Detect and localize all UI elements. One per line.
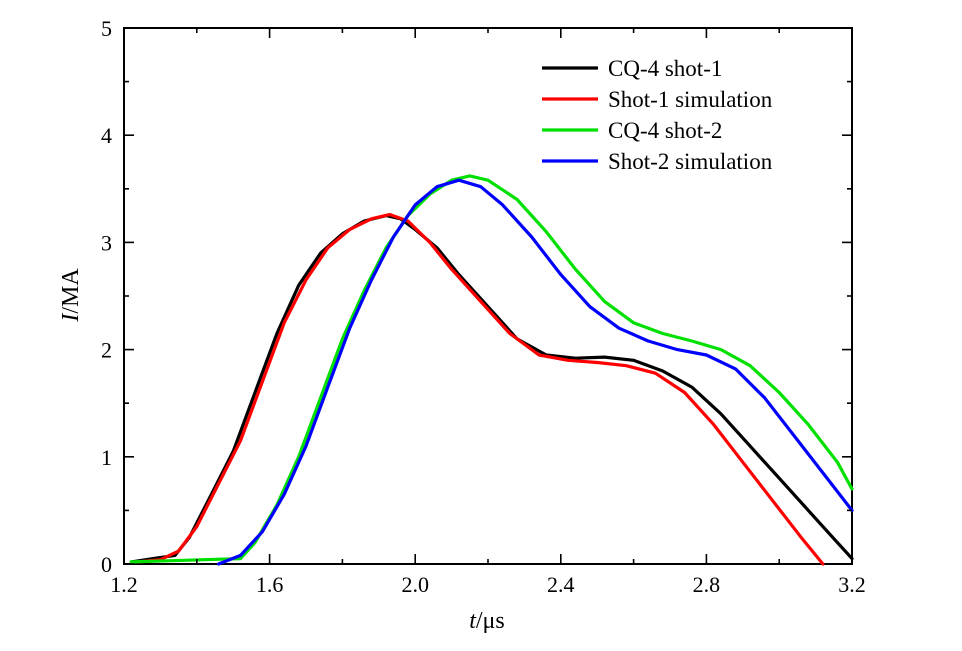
series-line-4 xyxy=(217,178,854,566)
series-line-1 xyxy=(129,214,854,564)
x-axis-label-symbol: t xyxy=(469,608,477,634)
legend-label-3: CQ-4 shot-2 xyxy=(608,118,722,143)
series-line-3 xyxy=(129,174,854,564)
y-tick-label: 0 xyxy=(101,552,112,577)
series-layer xyxy=(129,174,854,566)
y-axis-label-unit: /MA xyxy=(58,268,84,314)
x-tick-label: 3.2 xyxy=(838,572,866,597)
legend: CQ-4 shot-1 Shot-1 simulation CQ-4 shot-2 S… xyxy=(542,56,773,174)
x-tick-label: 1.6 xyxy=(256,572,284,597)
y-axis-label-symbol: I xyxy=(58,313,84,323)
legend-label-4: Shot-2 simulation xyxy=(608,149,773,174)
legend-label-2: Shot-1 simulation xyxy=(608,87,773,112)
legend-label-1: CQ-4 shot-1 xyxy=(608,56,722,81)
x-tick-label: 2.4 xyxy=(547,572,575,597)
x-tick-label: 1.2 xyxy=(110,572,138,597)
y-tick-label: 1 xyxy=(101,445,112,470)
y-tick-label: 5 xyxy=(101,16,112,41)
y-tick-label: 4 xyxy=(101,123,112,148)
y-tick-label: 3 xyxy=(101,230,112,255)
x-axis-label-unit: /μs xyxy=(476,608,505,634)
x-tick-label: 2.0 xyxy=(401,572,429,597)
x-tick-label: 2.8 xyxy=(693,572,721,597)
y-axis-label: I/MA xyxy=(58,268,84,323)
x-axis-label: t/μs xyxy=(469,608,505,634)
axes-layer: 1.2 1.6 2.0 2.4 2.8 3.2 0 1 2 3 4 5 xyxy=(101,16,866,597)
y-tick-label: 2 xyxy=(101,338,112,363)
series-line-2 xyxy=(137,212,825,566)
